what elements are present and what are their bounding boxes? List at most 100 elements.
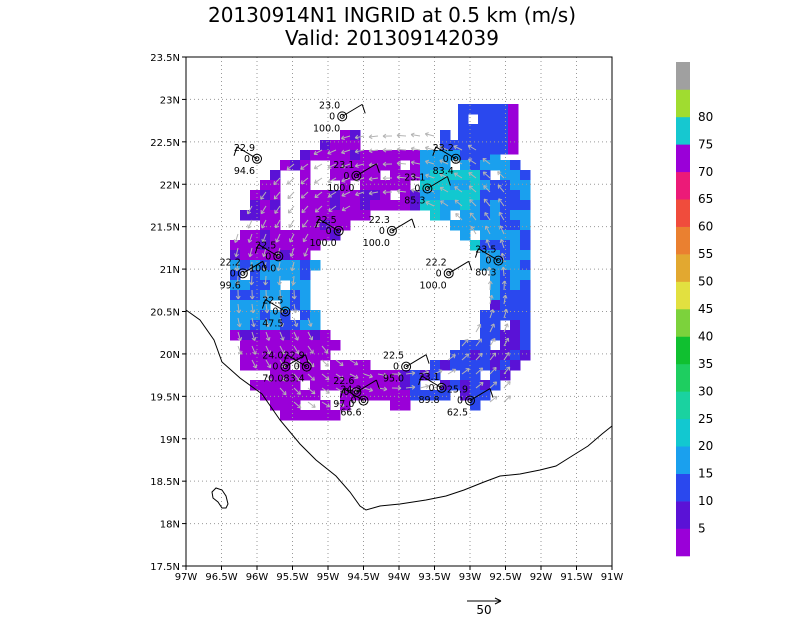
wind-vector: [307, 373, 315, 381]
wind-vector: [279, 387, 287, 396]
shade-cell: [300, 290, 311, 301]
shade-cell: [340, 200, 351, 211]
shade-cell: [260, 320, 271, 331]
wind-vector-head: [410, 132, 415, 138]
wind-vector: [287, 191, 295, 199]
wind-vector: [236, 261, 239, 271]
station-temperature: 23.5: [475, 245, 496, 256]
shade-cell: [330, 210, 341, 221]
shade-cell: [260, 290, 271, 301]
wind-vector-head: [339, 361, 344, 367]
station-inner-circle: [495, 258, 501, 264]
shade-cell: [510, 330, 521, 341]
shade-cell: [470, 350, 481, 361]
wind-vector-head: [410, 146, 415, 152]
shade-cell: [240, 290, 251, 301]
shade-cell: [340, 360, 351, 371]
shade-cell: [350, 130, 361, 141]
shade-cell: [360, 190, 371, 201]
wind-vector: [489, 395, 498, 403]
wind-vector-head: [488, 294, 494, 299]
wind-vector: [475, 353, 483, 361]
station-circle: [237, 268, 248, 279]
station-temperature: 24.3: [340, 385, 361, 396]
shade-cell: [310, 350, 321, 361]
wind-vector: [302, 219, 309, 228]
shade-cell: [440, 200, 451, 211]
y-tick-label: 20.5N: [150, 308, 180, 319]
wind-vector: [291, 261, 295, 271]
shade-cell: [250, 250, 261, 261]
shade-cell: [460, 370, 471, 381]
wind-barb: [405, 354, 427, 368]
shade-cell: [300, 210, 311, 221]
chart-subtitle: Valid: 201309142039: [285, 26, 499, 50]
wind-vector-head: [289, 238, 294, 243]
wind-vector-head: [497, 171, 502, 176]
wind-vector: [260, 191, 267, 200]
wind-vector-head: [468, 172, 473, 177]
shade-cell: [480, 350, 491, 361]
station-inner-circle: [275, 253, 281, 259]
wind-vector: [236, 275, 239, 286]
shade-cell: [520, 270, 531, 281]
wind-vector: [363, 387, 373, 392]
colorbar-label: 45: [698, 302, 713, 316]
station-humidity: 97.0: [333, 399, 354, 410]
wind-vector-head: [233, 238, 239, 243]
shade-cell: [510, 300, 521, 311]
shade-cell: [300, 390, 311, 401]
shade-cell: [250, 230, 261, 241]
colorbar-label: 30: [698, 384, 713, 398]
wind-barb: [427, 176, 448, 189]
wind-vector-head: [327, 193, 333, 198]
shade-cell: [260, 380, 271, 391]
shade-cell: [520, 260, 531, 271]
wind-vector: [461, 339, 469, 347]
wind-vector-head: [354, 134, 359, 140]
shade-cell: [340, 190, 351, 201]
shade-cell: [490, 150, 501, 161]
shade-cell: [260, 200, 271, 211]
shade-cell: [410, 200, 421, 211]
wind-vector: [265, 373, 272, 382]
wind-vector: [341, 135, 351, 140]
wind-vector: [263, 247, 267, 257]
shade-cell: [490, 210, 501, 221]
shade-cell: [390, 200, 401, 211]
shade-cell: [470, 220, 481, 231]
shade-cell: [350, 200, 361, 211]
wind-vector-head: [237, 337, 243, 342]
shade-cell: [460, 220, 471, 231]
shade-cell: [400, 200, 411, 211]
shade-cell: [250, 320, 261, 331]
shade-cell: [300, 230, 311, 241]
x-tick-label: 95W: [317, 572, 340, 583]
shade-cell: [470, 360, 481, 371]
colorbar-label: 5: [698, 522, 706, 536]
station-circle: [465, 395, 475, 406]
x-tick-label: 96.5W: [205, 572, 237, 583]
wind-vector-head: [484, 225, 490, 230]
wind-vector: [363, 373, 373, 378]
shade-cell: [290, 340, 301, 351]
shade-cell: [410, 390, 421, 401]
shade-cell: [488, 114, 499, 125]
wind-barb-flag: [432, 146, 437, 156]
shade-cell: [260, 270, 271, 281]
shade-cell: [260, 310, 271, 321]
shade-cell: [350, 360, 361, 371]
shade-cell: [490, 380, 501, 391]
station-circle: [401, 361, 412, 372]
station-value: 0: [457, 396, 463, 407]
y-tick-label: 21.5N: [150, 223, 180, 234]
shade-cell: [520, 340, 531, 351]
shade-cell: [498, 104, 509, 115]
x-tick-label: 92.5W: [489, 572, 521, 583]
wind-vector: [251, 331, 256, 341]
shade-cell: [350, 370, 361, 381]
shade-cell: [280, 340, 291, 351]
shade-cell: [300, 260, 311, 271]
wind-vector: [341, 205, 351, 211]
